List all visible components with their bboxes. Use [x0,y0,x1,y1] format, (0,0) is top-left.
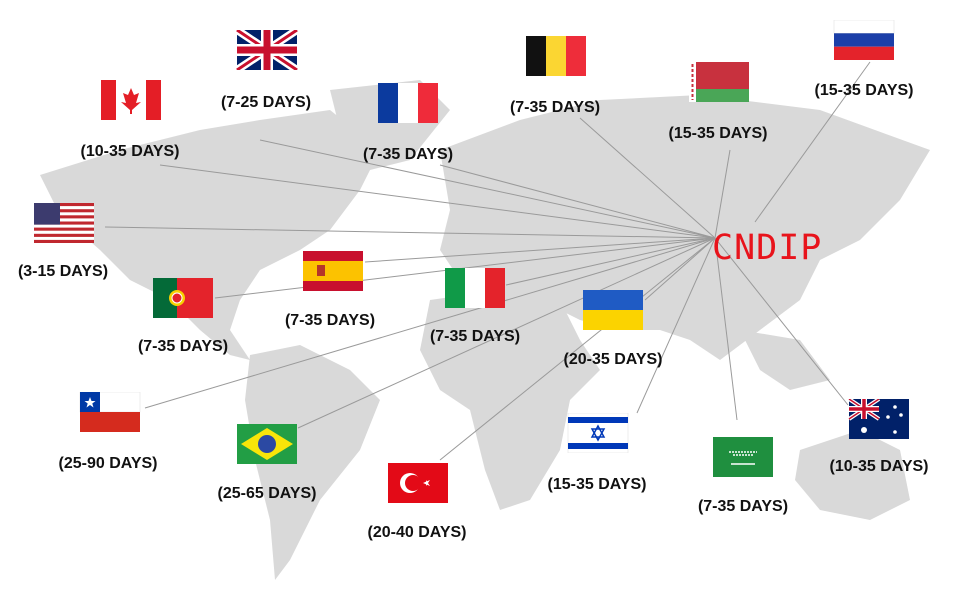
eurasia [440,95,930,360]
australia-continent [795,430,910,520]
saudi-shipping-time: (7-35 DAYS) [697,498,789,515]
africa [420,290,600,510]
north-america [40,110,380,360]
route-line [714,237,738,421]
ukraine-flag-icon [582,290,644,330]
route-line [297,237,716,429]
route-line [754,61,871,223]
belarus-flag-icon [688,62,750,102]
italy-shipping-time: (7-35 DAYS) [429,328,521,345]
route-line [104,226,716,239]
russia-flag-icon [833,20,895,60]
southeast-asia [740,330,830,390]
route-line [636,237,716,414]
ukraine-shipping-time: (20-35 DAYS) [563,351,663,368]
belgium-shipping-time: (7-35 DAYS) [509,99,601,116]
route-line [439,164,716,239]
portugal-shipping-time: (7-35 DAYS) [137,338,229,355]
uk-flag-icon [236,30,298,70]
australia-shipping-time: (10-35 DAYS) [829,458,929,475]
france-flag-icon [377,83,439,123]
israel-shipping-time: (15-35 DAYS) [547,476,647,493]
usa-shipping-time: (3-15 DAYS) [17,263,109,280]
saudi-flag-icon [712,437,774,477]
route-line [579,117,716,239]
route-lines [104,61,871,461]
brazil-flag-icon [236,424,298,464]
italy-flag-icon [444,268,506,308]
hub-label: CNDIP [712,228,823,268]
australia-flag-icon [848,399,910,439]
canada-flag-icon [100,80,162,120]
uk-shipping-time: (7-25 DAYS) [220,94,312,111]
usa-flag-icon [33,203,95,243]
route-line [505,237,716,286]
belgium-flag-icon [525,36,587,76]
turkey-shipping-time: (20-40 DAYS) [367,524,467,541]
chile-shipping-time: (25-90 DAYS) [58,455,158,472]
canada-shipping-time: (10-35 DAYS) [80,143,180,160]
route-line [144,237,716,409]
continents [40,80,930,580]
spain-shipping-time: (7-35 DAYS) [284,312,376,329]
route-line [364,237,716,263]
chile-flag-icon [79,392,141,432]
route-line [714,237,849,406]
route-line [439,237,716,461]
spain-flag-icon [302,251,364,291]
route-line [644,237,716,301]
portugal-flag-icon [152,278,214,318]
turkey-flag-icon [387,463,449,503]
israel-flag-icon [567,413,629,453]
route-line [259,139,716,239]
russia-shipping-time: (15-35 DAYS) [814,82,914,99]
belarus-shipping-time: (15-35 DAYS) [668,125,768,142]
route-line [159,164,716,239]
south-america [245,345,380,580]
france-shipping-time: (7-35 DAYS) [362,146,454,163]
brazil-shipping-time: (25-65 DAYS) [217,485,317,502]
route-line [714,149,731,239]
